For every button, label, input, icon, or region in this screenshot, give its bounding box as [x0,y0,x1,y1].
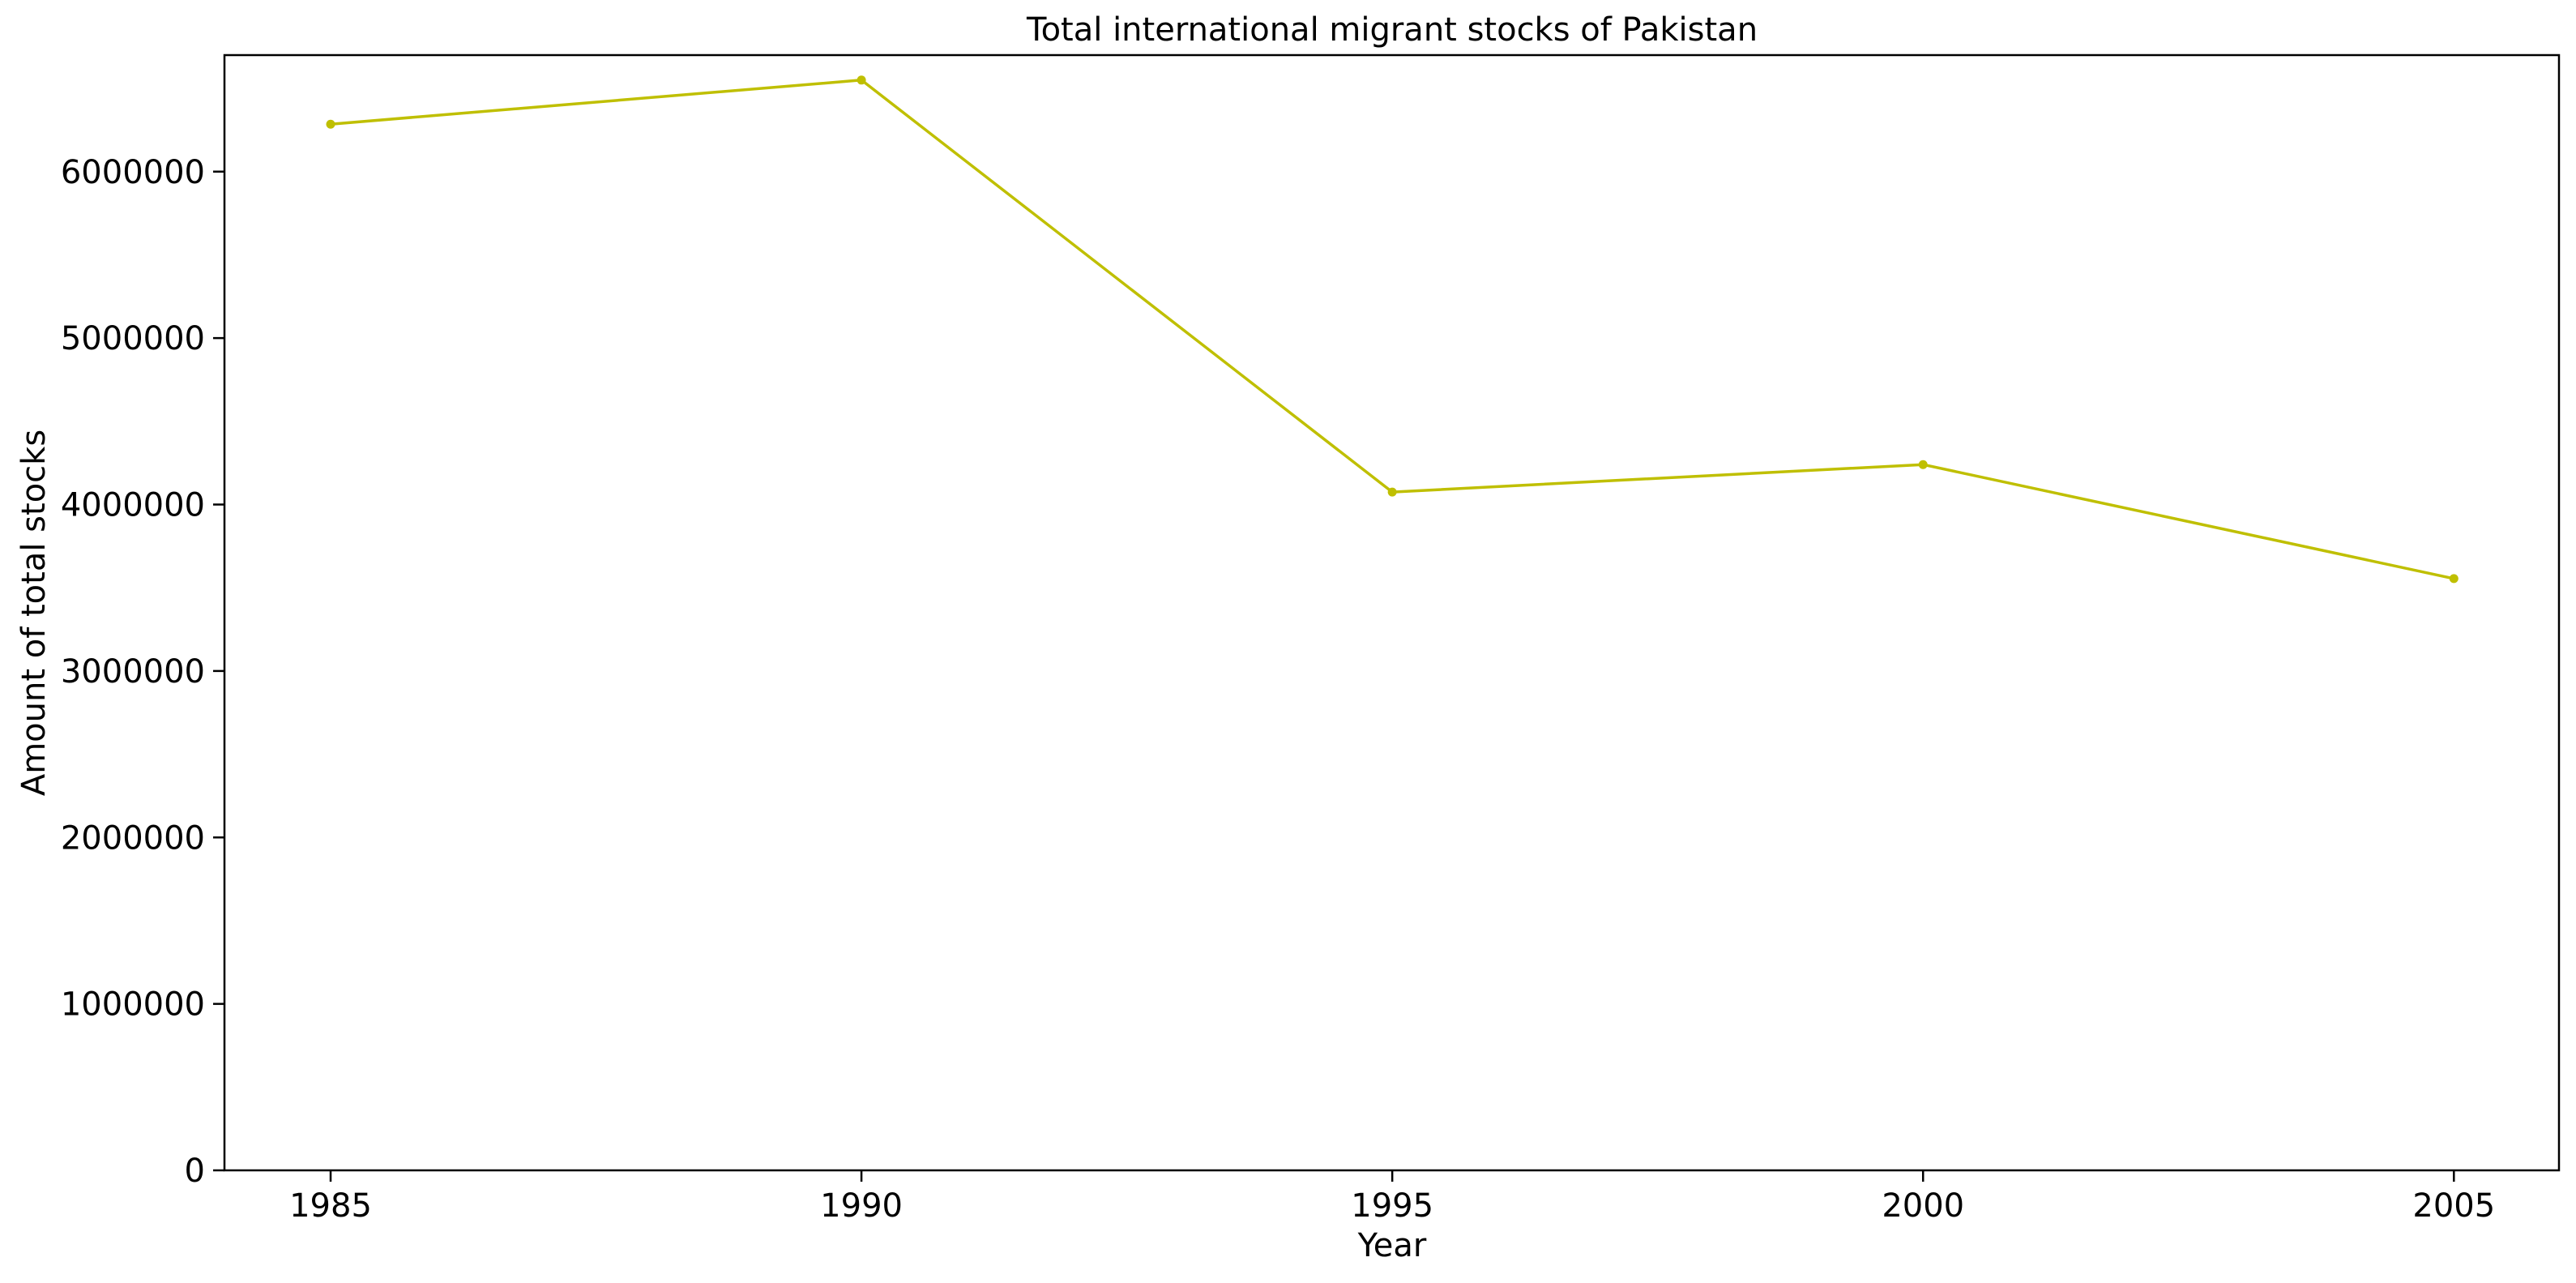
x-axis: 1985 1990 1995 2000 2005 [289,1170,2495,1225]
y-axis: 0 1000000 2000000 3000000 4000000 5000000 6000… [61,154,224,1190]
data-point [857,75,866,85]
data-point [326,119,335,129]
series-layer [326,75,2459,584]
x-tick-label: 2005 [2412,1187,2495,1225]
plot-area [223,53,2561,1172]
data-point [1387,487,1397,497]
data-point [2449,574,2459,584]
y-tick-label: 4000000 [61,487,205,524]
x-tick-label: 1985 [289,1187,372,1225]
x-tick-label: 1990 [820,1187,903,1225]
y-tick-label: 6000000 [61,154,205,191]
y-tick-label: 3000000 [61,653,205,691]
y-tick-label: 1000000 [61,986,205,1024]
x-tick-label: 1995 [1351,1187,1433,1225]
chart-title: Total international migrant stocks of Pa… [1026,11,1758,49]
y-axis-label: Amount of total stocks [15,430,53,796]
x-tick-label: 2000 [1882,1187,1964,1225]
y-tick-label: 0 [185,1153,205,1190]
x-axis-label: Year [1357,1227,1427,1264]
y-tick-label: 2000000 [61,819,205,857]
y-tick-label: 5000000 [61,320,205,357]
data-point [1918,460,1928,469]
